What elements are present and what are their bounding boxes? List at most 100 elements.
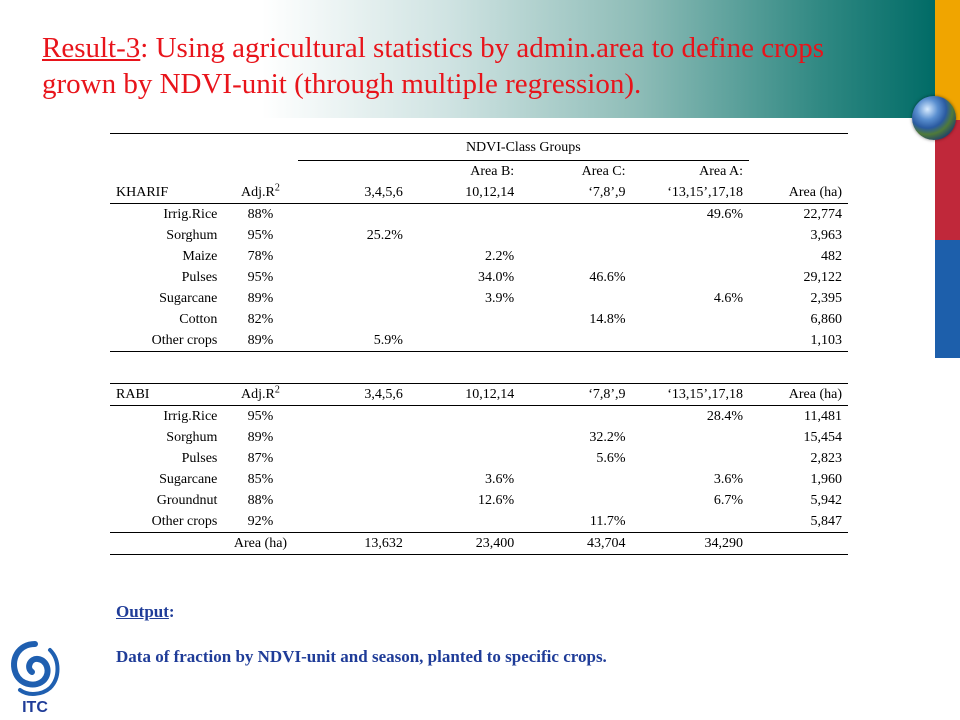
table-row: Sorghum 95% 25.2% 3,963 xyxy=(110,225,848,246)
adj-r2-cell: 87% xyxy=(247,451,274,466)
area-cell: 3,963 xyxy=(810,228,843,243)
fraction-cell xyxy=(298,427,409,448)
area-cell: 2,823 xyxy=(810,451,843,466)
column-header: 3,4,5,6 xyxy=(297,182,409,204)
total-cell: 23,400 xyxy=(408,532,521,555)
fraction-cell xyxy=(520,225,631,246)
fraction-cell xyxy=(298,490,409,511)
table-row: Cotton 82% 14.8% 6,860 xyxy=(110,309,848,330)
fraction-cell: 32.2% xyxy=(589,430,626,445)
area-cell: 11,481 xyxy=(804,409,842,424)
adj-r2-header: Adj.R2 xyxy=(223,182,298,204)
fraction-cell xyxy=(298,288,409,309)
crop-name-cell: Sugarcane xyxy=(159,291,218,306)
table-row: Sugarcane 85% 3.6% 3.6% 1,960 xyxy=(110,469,848,490)
fraction-cell: 2.2% xyxy=(485,249,515,264)
adj-r2-cell: 82% xyxy=(247,312,274,327)
adj-r2-cell: 85% xyxy=(247,472,274,487)
rabi-table: RABI Adj.R2 3,4,5,6 10,12,14 ‘7,8’,9 ‘13… xyxy=(110,383,848,555)
adj-r2-cell: 88% xyxy=(247,493,274,508)
itc-logo-icon: ITC xyxy=(11,641,60,716)
area-cell: 1,103 xyxy=(810,333,843,348)
total-cell: 13,632 xyxy=(297,532,409,555)
crop-name-cell: Pulses xyxy=(181,270,218,285)
area-cell: 6,860 xyxy=(810,312,843,327)
table-row: Other crops 89% 5.9% 1,103 xyxy=(110,330,848,352)
fraction-cell xyxy=(632,267,750,288)
fraction-cell xyxy=(632,511,750,533)
crop-name-cell: Other crops xyxy=(151,333,218,348)
fraction-cell xyxy=(520,469,631,490)
column-header-row: RABI Adj.R2 3,4,5,6 10,12,14 ‘7,8’,9 ‘13… xyxy=(110,383,848,406)
total-cell: 43,704 xyxy=(520,532,632,555)
crop-name-cell: Groundnut xyxy=(156,493,218,508)
area-label-row: Area B: Area C: Area A: xyxy=(110,161,848,183)
fraction-cell xyxy=(632,427,750,448)
fraction-cell xyxy=(520,490,631,511)
table-row: Other crops 92% 11.7% 5,847 xyxy=(110,511,848,533)
crop-name-cell: Sorghum xyxy=(166,430,218,445)
total-cell: 34,290 xyxy=(631,532,750,555)
fraction-cell: 6.7% xyxy=(713,493,744,508)
season-label: RABI xyxy=(110,383,224,406)
fraction-cell: 11.7% xyxy=(589,514,626,529)
fraction-cell xyxy=(409,427,520,448)
area-cell: 482 xyxy=(821,249,842,264)
crop-name-cell: Other crops xyxy=(151,514,218,529)
adj-r2-cell: 78% xyxy=(247,249,274,264)
crop-name-cell: Irrig.Rice xyxy=(163,409,218,424)
area-label: Area B: xyxy=(470,164,515,179)
globe-icon xyxy=(912,96,956,140)
fraction-cell xyxy=(520,288,631,309)
table-row: Groundnut 88% 12.6% 6.7% 5,942 xyxy=(110,490,848,511)
area-label: Area C: xyxy=(581,164,626,179)
fraction-cell: 3.6% xyxy=(485,472,515,487)
crop-name-cell: Pulses xyxy=(181,451,218,466)
adj-r2-cell: 88% xyxy=(247,207,274,222)
fraction-cell xyxy=(409,204,520,226)
fraction-cell: 4.6% xyxy=(713,291,744,306)
fraction-cell xyxy=(409,309,520,330)
area-label: Area A: xyxy=(699,164,744,179)
crop-name-cell: Maize xyxy=(182,249,218,264)
column-header: 10,12,14 xyxy=(408,182,521,204)
column-header: 3,4,5,6 xyxy=(297,383,409,406)
fraction-cell xyxy=(298,204,409,226)
ndvi-group-header: NDVI-Class Groups xyxy=(297,133,750,161)
fraction-cell xyxy=(520,330,631,352)
fraction-cell: 5.9% xyxy=(373,333,403,348)
adj-r2-cell: 92% xyxy=(247,514,274,529)
itc-logo-text: ITC xyxy=(22,699,48,716)
fraction-cell xyxy=(409,225,520,246)
fraction-cell xyxy=(298,448,409,469)
fraction-cell xyxy=(409,406,520,428)
season-label: KHARIF xyxy=(110,182,224,204)
adj-r2-header: Adj.R2 xyxy=(223,383,298,406)
fraction-cell xyxy=(298,267,409,288)
area-cell: 5,942 xyxy=(810,493,843,508)
fraction-cell: 25.2% xyxy=(366,228,403,243)
adj-r2-cell: 95% xyxy=(247,270,274,285)
area-cell: 22,774 xyxy=(803,207,843,222)
column-header: ‘7,8’,9 xyxy=(520,383,632,406)
crop-name-cell: Sugarcane xyxy=(159,472,218,487)
fraction-cell xyxy=(298,406,409,428)
adj-r2-cell: 95% xyxy=(247,228,274,243)
column-header: ‘13,15’,17,18 xyxy=(631,383,750,406)
table-row: Pulses 87% 5.6% 2,823 xyxy=(110,448,848,469)
fraction-cell xyxy=(632,330,750,352)
area-cell: 29,122 xyxy=(803,270,843,285)
fraction-cell: 3.6% xyxy=(713,472,744,487)
area-cell: 1,960 xyxy=(810,472,843,487)
table-row: Irrig.Rice 95% 28.4% 11,481 xyxy=(110,406,848,428)
output-description: Data of fraction by NDVI-unit and season… xyxy=(116,647,607,666)
accent-bar-blue xyxy=(935,240,960,358)
fraction-cell: 28.4% xyxy=(706,409,744,424)
header-band xyxy=(0,0,935,118)
area-cell: 2,395 xyxy=(810,291,843,306)
area-cell: 15,454 xyxy=(803,430,843,445)
rabi-body: Irrig.Rice 95% 28.4% 11,481 Sorghum 89% 32.2% 1… xyxy=(110,406,848,533)
table-row: Irrig.Rice 88% 49.6% 22,774 xyxy=(110,204,848,226)
crop-name-cell: Cotton xyxy=(179,312,218,327)
column-header: ‘13,15’,17,18 xyxy=(631,182,750,204)
